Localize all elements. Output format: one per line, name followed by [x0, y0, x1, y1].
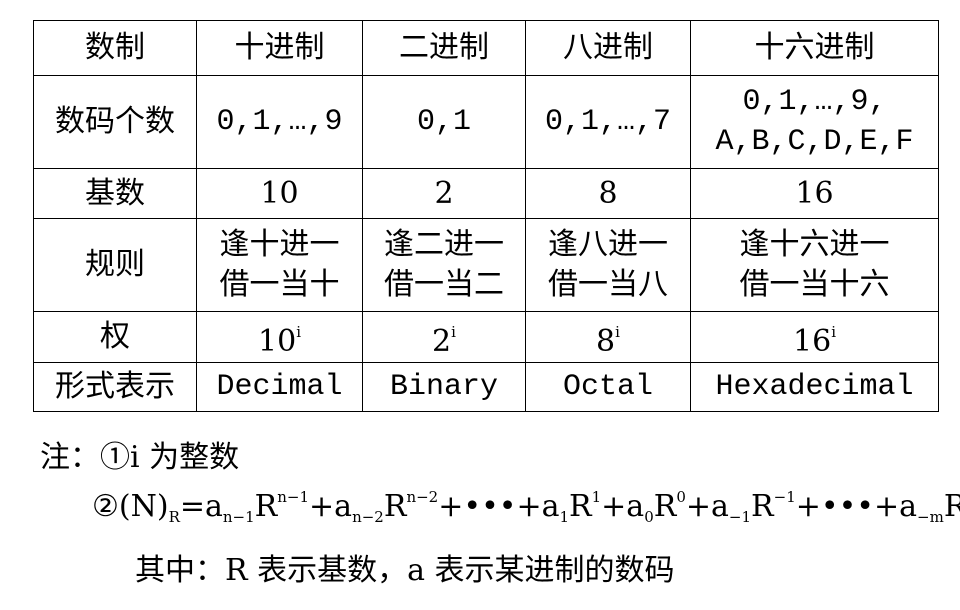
table-cell: Binary: [362, 362, 526, 412]
formula-term: =a: [179, 489, 223, 524]
table-cell: 逢十进一 借一当十: [196, 218, 363, 312]
formula-supscript: 0: [676, 488, 686, 506]
formula: ②(N)R=an−1Rn−1+an−2Rn−2+•••+a1R1+a0R0+a−…: [92, 488, 960, 526]
number-system-table: 数制 十进制 二进制 八进制 十六进制 数码个数 0,1,…,9 0,1 0,1,…,…: [33, 20, 939, 412]
table-cell: 2: [362, 168, 526, 219]
cell-text: 10: [260, 175, 299, 211]
cell-text: 2: [434, 175, 454, 211]
cell-text: 10: [258, 324, 297, 359]
table-cell: 8: [525, 168, 691, 219]
table-cell: 0,1,…,9: [196, 75, 363, 169]
table-row: 形式表示 Decimal Binary Octal Hexadecimal: [33, 362, 939, 412]
row-label: 数码个数: [33, 75, 197, 169]
formula-supscript: n−2: [406, 488, 439, 506]
cell-text: 逢八进一 借一当八: [548, 227, 668, 302]
formula-subscript: 1: [559, 508, 570, 526]
formula-subscript: −1: [728, 508, 752, 526]
formula-supscript: 1: [591, 488, 602, 506]
cell-text: 0,1,…,9, A,B,C,D,E,F: [715, 85, 914, 159]
row-label: 规则: [33, 218, 197, 312]
table-row: 基数 10 2 8 16: [33, 168, 939, 219]
table-row: 数码个数 0,1,…,9 0,1 0,1,…,7 0,1,…,9, A,B,C,D,E,…: [33, 75, 939, 169]
formula-subscript: 0: [644, 508, 654, 526]
table-cell: 逢二进一 借一当二: [362, 218, 526, 312]
table-cell: 10i: [196, 311, 363, 363]
table-cell: 10: [196, 168, 363, 219]
table-cell: 0,1,…,7: [525, 75, 691, 169]
table-cell: Octal: [525, 362, 691, 412]
cell-text: 0,1,…,9: [216, 105, 343, 139]
cell-text: 逢十六进一 借一当十六: [739, 227, 890, 302]
note-integer: 注：①i 为整数: [40, 440, 240, 475]
table-cell: 0,1: [362, 75, 526, 169]
formula-term: +a: [309, 489, 353, 524]
formula-term: R: [254, 489, 278, 524]
exponent: i: [831, 323, 836, 341]
formula-term: ②(N): [92, 489, 169, 524]
formula-term: R: [943, 489, 960, 524]
exponent: i: [615, 323, 620, 341]
cell-text: 逢二进一 借一当二: [384, 227, 504, 302]
formula-supscript: n−1: [277, 488, 310, 506]
formula-term: R: [383, 489, 407, 524]
exponent: i: [451, 323, 456, 341]
table-cell: 0,1,…,9, A,B,C,D,E,F: [690, 75, 939, 169]
table-cell: 2i: [362, 311, 526, 363]
cell-text: Decimal: [216, 370, 343, 404]
table-cell: Decimal: [196, 362, 363, 412]
formula-term: +•••+a: [438, 489, 560, 524]
formula-term: R: [653, 489, 677, 524]
table-cell: Hexadecimal: [690, 362, 939, 412]
note-definition: 其中：R 表示基数，a 表示某进制的数码: [135, 553, 675, 588]
formula-subscript: n−2: [352, 508, 384, 526]
formula-supscript: −1: [773, 488, 796, 506]
row-label: 基数: [33, 168, 197, 219]
header-cell: 十进制: [196, 20, 363, 76]
formula-subscript: n−1: [222, 508, 255, 526]
table-row: 规则 逢十进一 借一当十 逢二进一 借一当二 逢八进一 借一当八 逢十六进一 借一当十六: [33, 218, 939, 312]
header-cell: 八进制: [525, 20, 691, 76]
table-cell: 逢八进一 借一当八: [525, 218, 691, 312]
cell-text: Octal: [562, 370, 653, 404]
table-cell: 16: [690, 168, 939, 219]
row-label: 形式表示: [33, 362, 197, 412]
table-cell: 逢十六进一 借一当十六: [690, 218, 939, 312]
cell-text: 8: [596, 324, 616, 359]
cell-text: Binary: [389, 370, 499, 404]
header-cell: 二进制: [362, 20, 526, 76]
cell-text: 0,1,…,7: [544, 105, 672, 139]
table-row: 权 10i 2i 8i 16i: [33, 311, 939, 363]
formula-term: +•••+a: [795, 489, 918, 524]
formula-term: R: [569, 489, 592, 524]
row-label: 权: [33, 311, 197, 363]
exponent: i: [296, 323, 301, 341]
formula-term: +a: [685, 489, 729, 524]
cell-text: 16: [795, 175, 834, 211]
formula-subscript: −m: [917, 508, 944, 526]
cell-text: 0,1: [416, 105, 471, 139]
table-cell: 8i: [525, 311, 691, 363]
formula-term: R: [751, 489, 774, 524]
header-cell: 数制: [33, 20, 197, 76]
cell-text: 16: [793, 324, 832, 359]
cell-text: 8: [598, 175, 618, 211]
formula-subscript: R: [168, 508, 180, 526]
cell-text: Hexadecimal: [715, 370, 914, 404]
cell-text: 2: [432, 324, 452, 359]
cell-text: 逢十进一 借一当十: [219, 227, 340, 302]
formula-term: +a: [601, 489, 645, 524]
header-row: 数制 十进制 二进制 八进制 十六进制: [33, 20, 939, 76]
table-cell: 16i: [690, 311, 939, 363]
header-cell: 十六进制: [690, 20, 939, 76]
